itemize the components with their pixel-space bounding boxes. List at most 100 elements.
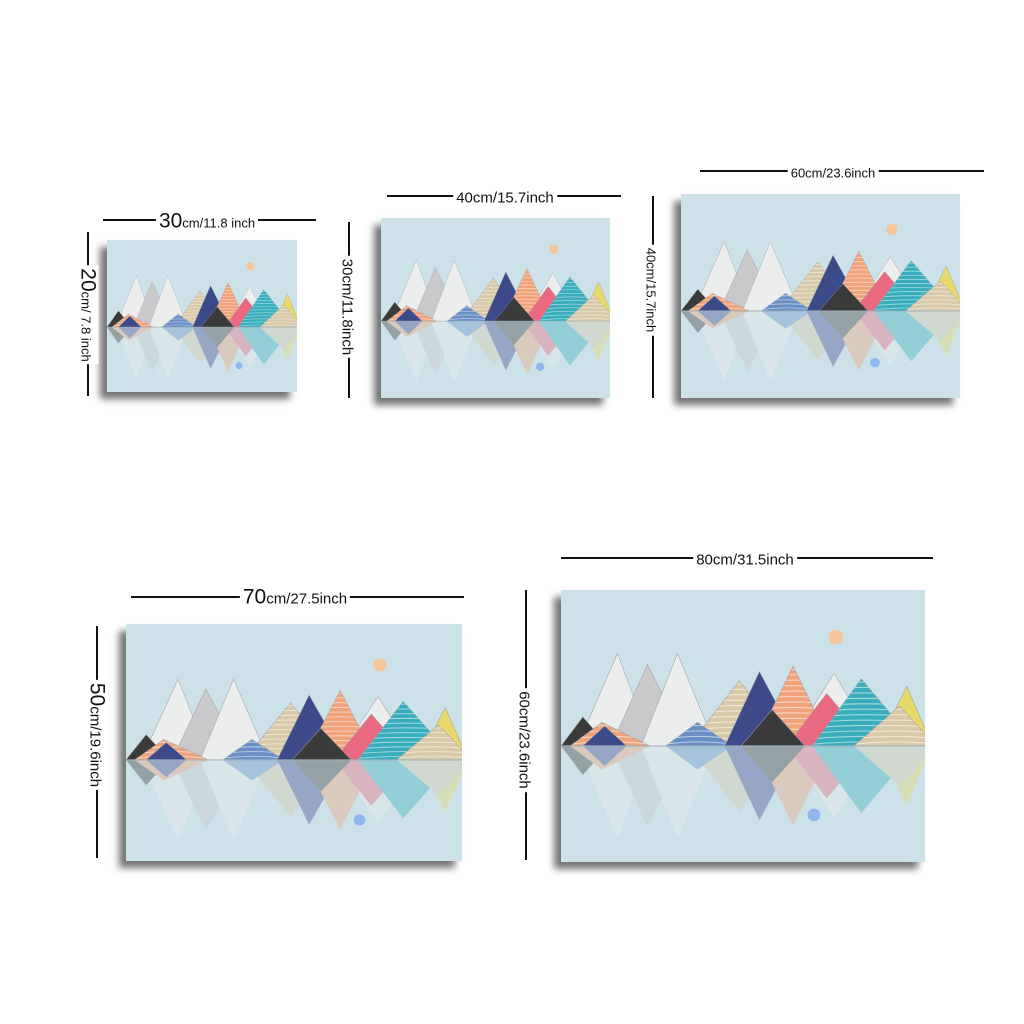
mountain-reflection bbox=[611, 745, 689, 828]
mountain-reflection bbox=[238, 327, 294, 365]
mountain-range bbox=[561, 652, 925, 747]
mountain-reflection bbox=[788, 745, 878, 819]
mountain-reflection bbox=[806, 310, 864, 367]
moon-reflection bbox=[807, 808, 821, 822]
mountain-reflection bbox=[761, 310, 813, 329]
mountain-reflection bbox=[431, 321, 479, 383]
mountain-reflection bbox=[742, 310, 800, 381]
mountain-reflection bbox=[134, 759, 209, 781]
mountain-reflection bbox=[357, 759, 456, 819]
mountain-reflection bbox=[243, 759, 338, 817]
mountain-reflection bbox=[225, 327, 273, 368]
width-dimension-label: 80cm/31.5inch bbox=[693, 547, 797, 569]
lake-reflection bbox=[681, 310, 960, 381]
mountain-reflection bbox=[222, 759, 284, 781]
mountain-reflection bbox=[199, 759, 269, 841]
width-dimension-label: 40cm/15.7inch bbox=[453, 185, 557, 207]
mountain-reflection bbox=[570, 745, 651, 770]
height-dimension-label: 60cm/23.6inch bbox=[515, 688, 537, 792]
mountain-reflection bbox=[494, 321, 535, 346]
mountain-reflection bbox=[724, 745, 800, 821]
canvas-print-40x30 bbox=[381, 218, 610, 398]
mountain-reflection bbox=[786, 745, 871, 799]
mountain-reflection bbox=[853, 310, 919, 351]
mountain-reflection bbox=[539, 321, 606, 366]
height-dimension-label: 30cm/11.8inch bbox=[338, 255, 360, 359]
mountain-lake-artwork bbox=[681, 223, 960, 381]
mountain-reflection bbox=[118, 327, 142, 339]
mountain-reflection bbox=[741, 745, 805, 783]
moon-reflection bbox=[235, 362, 243, 370]
sun bbox=[549, 244, 559, 254]
mountain-reflection bbox=[877, 745, 925, 806]
mountain-reflection bbox=[141, 759, 210, 841]
mountain-reflection bbox=[905, 310, 960, 341]
mountain-reflection bbox=[192, 327, 232, 369]
mountain-reflection bbox=[854, 745, 925, 786]
mountain-range bbox=[681, 241, 960, 312]
moon-reflection bbox=[353, 814, 366, 826]
mountain-range bbox=[126, 678, 462, 761]
mountain-reflection bbox=[697, 310, 732, 326]
height-dimension-label: 40cm/15.7inch bbox=[642, 244, 664, 336]
mountain-reflection bbox=[277, 759, 347, 825]
canvas-print-30x20 bbox=[107, 240, 297, 392]
mountain-reflection bbox=[719, 310, 779, 373]
mountain-reflection bbox=[126, 759, 170, 786]
mountain-lake-artwork bbox=[561, 629, 925, 839]
mountain-reflection bbox=[484, 321, 531, 371]
mountain-reflection bbox=[446, 321, 489, 337]
mountain-reflection bbox=[115, 327, 155, 379]
mountain-reflection bbox=[173, 327, 227, 364]
mountain-reflection bbox=[582, 745, 627, 766]
mountain-reflection bbox=[111, 327, 154, 341]
mountain-range bbox=[381, 259, 610, 322]
mountain-reflection bbox=[681, 310, 718, 333]
lake-reflection bbox=[107, 327, 297, 379]
mountain-reflection bbox=[641, 745, 716, 839]
mountain-reflection bbox=[524, 321, 581, 370]
mountain-lake-artwork bbox=[107, 262, 297, 379]
sun bbox=[886, 223, 898, 235]
mountain-reflection bbox=[386, 321, 438, 337]
mountain-reflection bbox=[693, 310, 751, 381]
mountain-reflection bbox=[148, 327, 188, 379]
mountain-reflection bbox=[396, 759, 462, 795]
mountain-reflection bbox=[812, 745, 918, 814]
mountain-reflection bbox=[855, 310, 924, 366]
height-dimension-label: 50cm/19.6inch bbox=[86, 679, 109, 791]
mountain-reflection bbox=[778, 310, 857, 360]
mountain-reflection bbox=[580, 321, 610, 361]
mountain-reflection bbox=[502, 321, 552, 374]
mountain-reflection bbox=[207, 327, 249, 372]
sun bbox=[372, 658, 387, 672]
mountain-reflection bbox=[381, 321, 411, 341]
mountain-reflection bbox=[753, 745, 833, 826]
mountain-reflection bbox=[224, 327, 269, 357]
width-dimension-label: 70cm/27.5inch bbox=[239, 586, 351, 608]
lake-reflection bbox=[561, 745, 925, 839]
height-dimension-label: 20cm/ 7.8 inch bbox=[77, 265, 100, 365]
mountain-lake-artwork bbox=[381, 244, 610, 383]
lake-reflection bbox=[126, 759, 462, 841]
mountain-reflection bbox=[146, 759, 187, 778]
mountain-reflection bbox=[561, 745, 609, 775]
lake-reflection bbox=[381, 321, 610, 383]
moon-reflection bbox=[536, 362, 545, 371]
moon-reflection bbox=[870, 357, 880, 368]
sun bbox=[246, 262, 255, 271]
canvas-print-80x60 bbox=[561, 590, 925, 862]
mountain-reflection bbox=[259, 327, 297, 350]
mountain-reflection bbox=[107, 327, 132, 344]
mountain-reflection bbox=[688, 745, 791, 812]
mountain-reflection bbox=[201, 327, 235, 348]
mountain-reflection bbox=[391, 321, 439, 383]
mountain-reflection bbox=[577, 745, 652, 839]
mountain-reflection bbox=[334, 759, 412, 806]
canvas-print-60x40 bbox=[681, 194, 960, 398]
mountain-reflection bbox=[394, 321, 423, 335]
mountain-reflection bbox=[133, 327, 174, 373]
mountain-reflection bbox=[923, 310, 960, 356]
width-dimension-label: 60cm/23.6inch bbox=[787, 160, 879, 182]
mountain-reflection bbox=[461, 321, 526, 365]
